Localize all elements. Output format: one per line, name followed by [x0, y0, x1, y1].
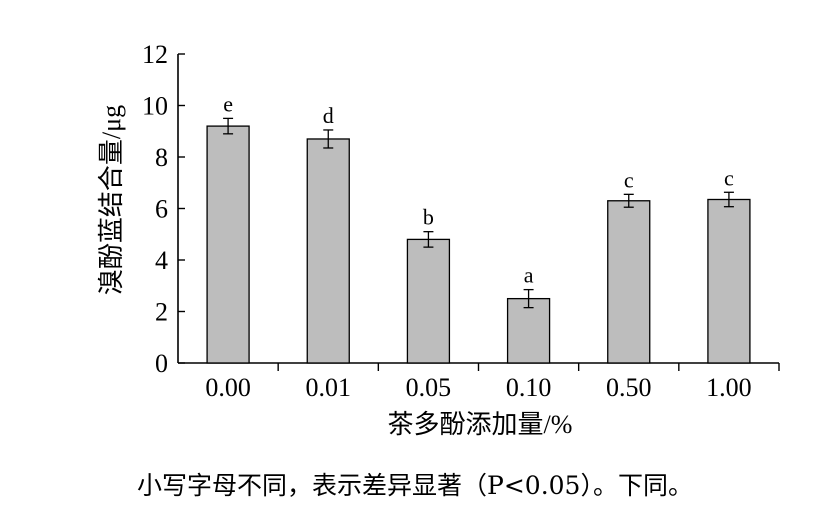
significance-letter: d: [323, 103, 334, 128]
y-tick-label: 4: [155, 246, 168, 275]
y-tick-label: 6: [155, 195, 168, 224]
y-tick-label: 12: [142, 40, 168, 69]
x-axis-title: 茶多酚添加量/%: [388, 410, 573, 439]
significance-letter: c: [624, 167, 634, 192]
x-tick-label: 0.10: [506, 373, 552, 402]
plot-area: 0 2 4 6 8 10 12 e 0.00 d 0.01 b 0.05 a 0.10 c 0.50 c 1.00: [142, 40, 780, 402]
y-tick-label: 10: [142, 92, 168, 121]
x-tick-label: 0.50: [606, 373, 652, 402]
bar: [607, 200, 651, 364]
bar: [206, 125, 250, 364]
x-tick-label: 0.01: [306, 373, 352, 402]
bar: [707, 198, 751, 364]
x-tick-label: 1.00: [706, 373, 752, 402]
x-tick-label: 0.05: [406, 373, 452, 402]
figure-caption: 小写字母不同，表示差异显著（P<0.05）。下同。: [137, 471, 693, 500]
x-tick-label: 0.00: [205, 373, 251, 402]
significance-letter: e: [223, 91, 233, 116]
y-tick-label: 0: [155, 349, 168, 378]
y-tick-label: 8: [155, 143, 168, 172]
bar: [306, 138, 350, 364]
bar: [406, 238, 451, 364]
y-axis-title: 溴酚蓝结合量/μg: [97, 105, 126, 295]
bar: [506, 297, 551, 364]
significance-letter: c: [724, 165, 734, 190]
y-tick-label: 2: [155, 298, 168, 327]
significance-letter: a: [524, 263, 534, 288]
significance-letter: b: [423, 205, 434, 230]
